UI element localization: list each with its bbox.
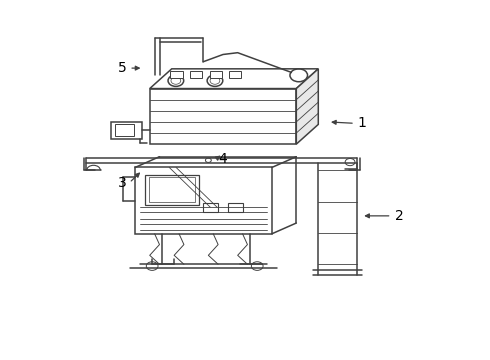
Polygon shape (296, 69, 318, 144)
Bar (145, 175, 198, 205)
Bar (115, 125, 134, 136)
Bar (229, 71, 242, 78)
Bar (149, 177, 195, 202)
Text: 2: 2 (394, 209, 403, 223)
Bar (203, 203, 218, 212)
Bar (111, 122, 143, 139)
Bar (210, 71, 222, 78)
Bar (171, 71, 183, 78)
Bar (228, 203, 243, 212)
Text: 1: 1 (358, 116, 367, 130)
Bar (135, 167, 272, 234)
Polygon shape (150, 69, 318, 89)
Text: 3: 3 (118, 176, 126, 190)
Text: 4: 4 (219, 152, 227, 166)
Bar (150, 89, 296, 144)
Bar (190, 71, 202, 78)
Text: 5: 5 (118, 61, 126, 75)
